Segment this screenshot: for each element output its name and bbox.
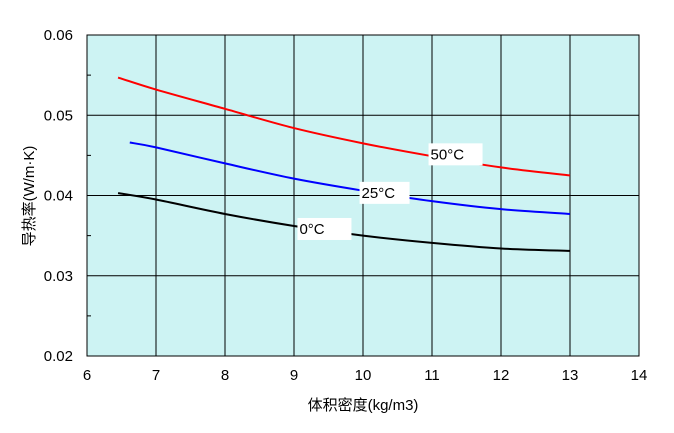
annotation-label: 0°C	[299, 221, 324, 238]
y-tick-label: 0.04	[44, 188, 73, 205]
y-tick-label: 0.02	[44, 348, 73, 365]
x-tick-label: 12	[493, 367, 510, 384]
x-tick-label: 7	[152, 367, 160, 384]
x-tick-label: 14	[631, 367, 648, 384]
x-tick-label: 9	[290, 367, 298, 384]
series-line	[129, 141, 571, 215]
y-tick-label: 0.06	[44, 27, 73, 44]
x-axis-label: 体积密度(kg/m3)	[308, 397, 419, 414]
annotation-label: 25°C	[362, 185, 396, 202]
series-line	[117, 76, 571, 177]
annotations: 50°C 25°C 0°C	[297, 143, 483, 240]
y-tick-label: 0.05	[44, 107, 73, 124]
y-tick-label: 0.03	[44, 268, 73, 285]
annotation-box	[359, 181, 410, 204]
x-tick-label: 13	[562, 367, 579, 384]
x-tick-label: 6	[83, 367, 91, 384]
x-tick-label: 11	[424, 367, 440, 384]
annotation-label: 50°C	[431, 146, 465, 163]
annotation-box	[428, 143, 483, 166]
x-tick-labels: 6 7 8 9 10 11 12 13 14	[83, 367, 648, 384]
x-tick-label: 8	[221, 367, 229, 384]
y-axis-label: 导热率(W/m·K)	[21, 146, 38, 247]
x-tick-label: 10	[355, 367, 372, 384]
minor-ticks	[87, 74, 91, 317]
y-tick-labels: 0.02 0.03 0.04 0.05 0.06	[44, 27, 73, 365]
annotation-box	[297, 217, 352, 240]
